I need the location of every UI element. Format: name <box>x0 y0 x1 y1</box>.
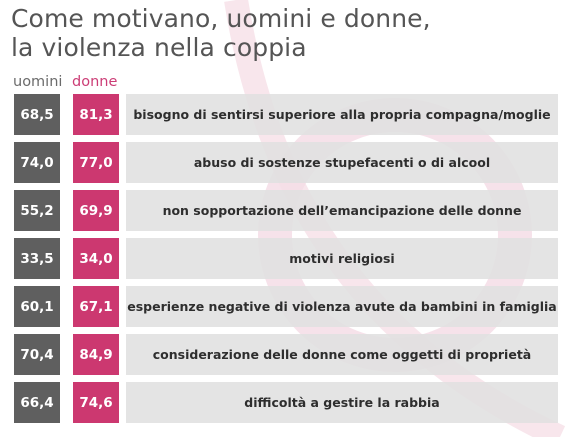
value-donne: 69,9 <box>73 190 119 231</box>
reason-label: non sopportazione dell’emancipazione del… <box>126 190 558 231</box>
reason-label: difficoltà a gestire la rabbia <box>126 382 558 423</box>
value-uomini: 55,2 <box>14 190 60 231</box>
table-row: 68,5 81,3 bisogno di sentirsi superiore al… <box>14 94 558 135</box>
table-row: 55,2 69,9 non sopportazione dell’emancipaz… <box>14 190 558 231</box>
table-row: 74,0 77,0 abuso di sostenze stupefacenti o… <box>14 142 558 183</box>
chart-title-line-1: Come motivano, uomini e donne, <box>11 4 431 33</box>
reason-label: abuso di sostenze stupefacenti o di alco… <box>126 142 558 183</box>
value-uomini: 60,1 <box>14 286 60 327</box>
value-uomini: 70,4 <box>14 334 60 375</box>
value-donne: 67,1 <box>73 286 119 327</box>
reason-label: esperienze negative di violenza avute da… <box>126 286 558 327</box>
legend-uomini: uomini <box>13 74 63 90</box>
reason-label: motivi religiosi <box>126 238 558 279</box>
chart-title-line-2: la violenza nella coppia <box>11 33 307 62</box>
value-donne: 81,3 <box>73 94 119 135</box>
value-uomini: 68,5 <box>14 94 60 135</box>
value-donne: 34,0 <box>73 238 119 279</box>
value-donne: 74,6 <box>73 382 119 423</box>
reason-label: bisogno di sentirsi superiore alla propr… <box>126 94 558 135</box>
table-row: 60,1 67,1 esperienze negative di violenza … <box>14 286 558 327</box>
legend-donne: donne <box>72 74 118 90</box>
value-uomini: 33,5 <box>14 238 60 279</box>
table-row: 33,5 34,0 motivi religiosi <box>14 238 558 279</box>
reason-label: considerazione delle donne come oggetti … <box>126 334 558 375</box>
value-uomini: 74,0 <box>14 142 60 183</box>
table-row: 66,4 74,6 difficoltà a gestire la rabbia <box>14 382 558 423</box>
value-donne: 84,9 <box>73 334 119 375</box>
table-row: 70,4 84,9 considerazione delle donne come … <box>14 334 558 375</box>
value-uomini: 66,4 <box>14 382 60 423</box>
value-donne: 77,0 <box>73 142 119 183</box>
chart-title: Come motivano, uomini e donne, la violen… <box>11 4 431 62</box>
